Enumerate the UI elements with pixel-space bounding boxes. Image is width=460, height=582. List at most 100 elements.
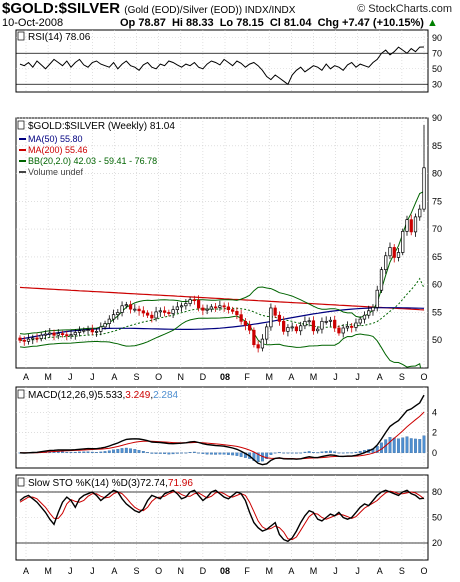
x-tick-label: A	[377, 372, 383, 382]
x-tick-label: M	[310, 566, 318, 576]
x-tick-label: A	[23, 566, 29, 576]
x-tick-label: M	[265, 566, 273, 576]
candle-body	[86, 329, 90, 332]
macd-histogram-bar	[146, 452, 150, 454]
macd-histogram-bar	[69, 452, 73, 453]
macd-histogram-bar	[222, 452, 226, 455]
chart-symbol: $GOLD:$SILVER (Gold (EOD)/Silver (EOD)) …	[2, 0, 295, 17]
legend-swatch	[17, 389, 25, 399]
candle-body	[294, 326, 299, 332]
macd-histogram-bar	[282, 452, 286, 454]
macd-title-part: MACD(12,26,9)	[28, 390, 97, 401]
macd-histogram-bar	[65, 451, 69, 453]
candle-body	[409, 219, 413, 233]
macd-histogram-bar	[346, 452, 349, 454]
x-tick-label: D	[200, 372, 207, 382]
macd-histogram-bar	[256, 452, 260, 463]
y-tick-label: 60	[432, 280, 442, 290]
candle-body	[269, 307, 273, 328]
x-tick-label: N	[178, 372, 185, 382]
macd-histogram-bar	[269, 452, 273, 455]
x-tick-label: M	[44, 566, 52, 576]
candle-body	[56, 333, 60, 336]
macd-histogram-bar	[218, 452, 222, 455]
macd-histogram-bar	[286, 452, 290, 454]
candle-body	[158, 310, 162, 313]
macd-histogram-bar	[405, 436, 409, 453]
macd-histogram-bar	[341, 452, 345, 454]
candle-body	[392, 247, 396, 258]
x-tick-label: 08	[220, 372, 230, 382]
candle-body	[226, 306, 231, 311]
bb-upper-line	[19, 190, 425, 335]
x-tick-label: J	[68, 566, 73, 576]
candle-body	[282, 320, 286, 332]
macd-histogram-bar	[188, 452, 192, 453]
candle-body	[401, 230, 405, 253]
candle-body	[350, 325, 354, 328]
x-tick-label: A	[288, 372, 294, 382]
credit-text: © StockCharts.com	[357, 3, 452, 15]
candle-body	[141, 310, 145, 314]
candle-body	[209, 306, 213, 310]
candle-body	[277, 314, 282, 322]
candle-body	[128, 304, 133, 310]
macd-histogram-bar	[299, 452, 303, 454]
legend-swatch	[17, 477, 25, 487]
candle-body	[99, 326, 103, 332]
candle-body	[188, 299, 192, 304]
candle-body	[286, 327, 290, 332]
y-tick-label: 85	[432, 141, 442, 151]
macd-histogram-bar	[103, 451, 107, 453]
y-tick-label: 50	[432, 335, 442, 345]
x-tick-label: 08	[220, 566, 230, 576]
candle-body	[367, 310, 371, 316]
candle-body	[384, 255, 388, 271]
x-tick-label: J	[355, 372, 360, 382]
macd-histogram-bar	[320, 451, 324, 453]
candle-body	[184, 303, 188, 307]
x-tick-label: M	[310, 372, 318, 382]
candle-body	[307, 320, 311, 323]
macd-histogram-bar	[205, 452, 209, 455]
close-value: Cl 81.04	[269, 17, 312, 29]
y-tick-label: 20	[432, 538, 442, 548]
x-tick-label: A	[23, 372, 29, 382]
candle-body	[303, 320, 307, 327]
x-tick-label: J	[333, 566, 338, 576]
macd-histogram-bar	[163, 452, 167, 454]
y-tick-label: 70	[432, 224, 442, 234]
macd-histogram-bar	[329, 450, 332, 453]
candle-body	[311, 320, 316, 332]
candle-body	[171, 309, 175, 314]
macd-histogram-bar	[277, 452, 281, 454]
candle-body	[39, 334, 43, 339]
macd-signal-line	[20, 411, 425, 460]
macd-histogram-bar	[388, 437, 392, 453]
ma200-line	[19, 286, 425, 311]
x-tick-label: J	[333, 372, 338, 382]
low-value: Lo 78.15	[219, 17, 264, 29]
candle-body	[65, 334, 69, 337]
x-tick-label: A	[377, 566, 383, 576]
macd-histogram-bar	[324, 451, 328, 453]
candle-body	[205, 308, 209, 311]
macd-histogram-bar	[312, 452, 315, 453]
x-tick-label: J	[90, 372, 95, 382]
y-tick-label: 0	[432, 448, 437, 458]
sto-title-part: ,	[165, 478, 168, 489]
bb-lower-line	[19, 315, 422, 368]
candle-body	[328, 319, 333, 322]
candle-body	[77, 330, 82, 333]
price-legend-entry: MA(200) 55.46	[28, 145, 88, 155]
macd-histogram-bar	[73, 451, 77, 453]
y-tick-label: 4	[432, 407, 437, 417]
x-tick-label: M	[265, 372, 273, 382]
candle-body	[362, 314, 367, 320]
macd-histogram-bar	[422, 435, 426, 453]
rsi-line	[19, 46, 425, 86]
candle-body	[120, 305, 124, 313]
sto-k-line	[19, 489, 425, 543]
x-tick-label: A	[111, 566, 117, 576]
